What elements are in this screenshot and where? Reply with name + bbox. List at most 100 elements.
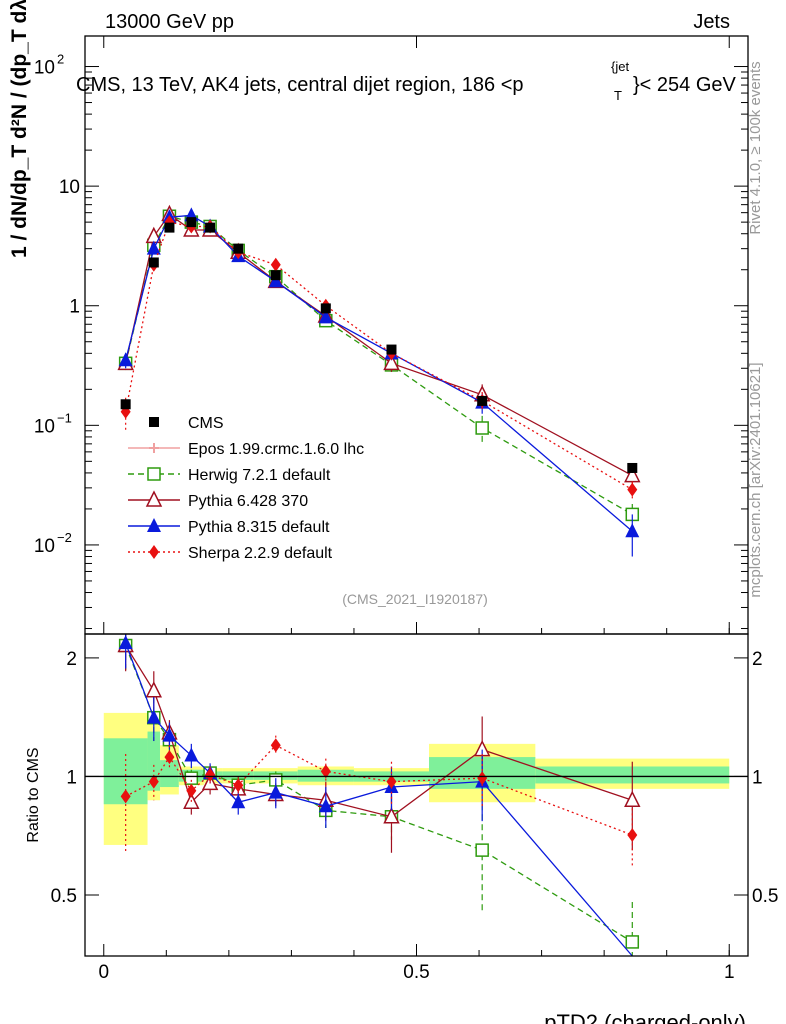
x-axis-label: pTD2 (charged-only) (544, 1010, 746, 1024)
series-ratio-point-1 (184, 771, 199, 785)
x-tick-label-0: 0 (98, 962, 109, 983)
series-ratio-point-4 (477, 771, 488, 786)
y-tick-label-3: 10 (34, 416, 55, 437)
series-line-2 (125, 213, 633, 477)
series-ratio-point-2 (383, 807, 400, 824)
y-axis-label: 1 / dN/dp_T d²N / (dp_T dλ) (8, 0, 31, 258)
series-ratio-point-4 (120, 789, 131, 804)
band-inner-5 (222, 771, 254, 780)
y-tick-exp-0: 2 (57, 52, 64, 67)
chart-title-sup: {jet (611, 59, 629, 74)
legend: CMS Epos 1.99.crmc.1.6.0 lhc Herwig 7.2.1 … (128, 415, 364, 562)
series-point-3 (625, 523, 640, 538)
series-ratio-point-4 (186, 783, 197, 798)
ratio-tick-label-right-2: 2 (752, 649, 763, 670)
y-axis-label-formula: 1 / dN/dp_T d²N / (dp_T dλ) (8, 0, 31, 258)
series-point-3 (268, 273, 283, 288)
series-ratio-point-4 (270, 738, 281, 753)
header-right: Jets (693, 11, 730, 33)
cms-point (477, 395, 488, 406)
series-ratio-point-1 (475, 843, 489, 857)
y-tick-exp-3: −1 (57, 410, 72, 425)
ratio-tick-label-0: 0.5 (51, 886, 77, 907)
chart-title: CMS, 13 TeV, AK4 jets, central dijet reg… (76, 59, 737, 103)
legend-label-3: Pythia 6.428 370 (188, 493, 308, 510)
series-1 (118, 209, 640, 956)
series-group (117, 204, 641, 957)
series-ratio-point-3 (318, 798, 333, 813)
header-left: 13000 GeV pp (105, 11, 234, 33)
cms-point (627, 462, 638, 473)
series-ratio-point-4 (627, 828, 638, 843)
series-point-4 (627, 482, 638, 497)
cms-point (164, 222, 175, 233)
cms-point (320, 303, 331, 314)
series-3 (118, 207, 640, 957)
rivet-version-label: Rivet 4.1.0, ≥ 100k events (747, 61, 764, 234)
legend-label-0: CMS (188, 415, 224, 432)
series-ratio-point-4 (320, 764, 331, 779)
ratio-axis-label: Ratio to CMS (25, 747, 42, 842)
series-ratio-point-3 (268, 784, 283, 799)
chart-title-tail: }< 254 GeV (633, 74, 737, 96)
y-tick-label-4: 10 (34, 536, 55, 557)
cms-point (186, 217, 197, 228)
ratio-tick-label-right-1: 1 (752, 767, 763, 788)
y-tick-label-2: 1 (69, 297, 80, 318)
series-point-1 (475, 421, 489, 435)
series-ratio-point-4 (164, 750, 175, 765)
x-tick-label-1: 0.5 (403, 962, 429, 983)
analysis-id: (CMS_2021_I1920187) (342, 591, 488, 607)
cms-point (233, 243, 244, 254)
legend-marker-4 (147, 518, 161, 532)
y-tick-label-0: 10 (34, 58, 55, 79)
series-ratio-point-4 (233, 778, 244, 793)
y-tick-exp-4: −2 (57, 530, 72, 545)
series-point-2 (383, 353, 400, 371)
cms-point (386, 344, 397, 355)
legend-label-5: Sherpa 2.2.9 default (188, 545, 333, 562)
cms-point (148, 257, 159, 268)
ratio-tick-label-1: 1 (66, 767, 77, 788)
series-ratio-line-1 (125, 645, 633, 943)
series-ratio-point-3 (231, 794, 246, 809)
cms-point (120, 399, 131, 410)
source-label: mcplots.cern.ch [arXiv:2401.10621] (747, 362, 764, 597)
series-point-3 (146, 240, 161, 255)
main-plot-frame (84, 35, 749, 635)
chart-title-sub: T (614, 88, 622, 103)
legend-marker-3 (145, 490, 163, 507)
y-tick-label-1: 10 (59, 177, 80, 198)
cms-point (270, 270, 281, 281)
series-ratio-point-2 (624, 790, 641, 808)
ratio-tick-label-2: 2 (66, 649, 77, 670)
cms-point (205, 222, 216, 233)
series-ratio-point-1 (625, 935, 640, 949)
band-inner-2 (160, 760, 179, 788)
series-ratio-point-2 (145, 681, 163, 698)
ratio-tick-label-right-0: 0.5 (752, 886, 778, 907)
legend-label-2: Herwig 7.2.1 default (188, 467, 331, 484)
series-point-3 (318, 309, 333, 324)
series-point-3 (118, 352, 133, 367)
series-point-4 (270, 257, 281, 272)
series-ratio-point-3 (184, 747, 199, 762)
series-ratio-point-4 (386, 774, 397, 789)
series-ratio-point-3 (118, 635, 133, 650)
series-ratio-point-4 (148, 774, 159, 789)
legend-marker-1 (149, 443, 159, 453)
legend-marker-0 (149, 417, 159, 427)
ratio-plot-frame (84, 633, 749, 957)
series-ratio-point-3 (146, 709, 161, 724)
legend-label-1: Epos 1.99.crmc.1.6.0 lhc (188, 441, 364, 458)
chart-title-main: CMS, 13 TeV, AK4 jets, central dijet reg… (76, 74, 524, 96)
series-ratio-point-3 (162, 727, 177, 742)
legend-label-4: Pythia 8.315 default (188, 519, 330, 536)
series-ratio-point-4 (205, 767, 216, 782)
legend-marker-2 (147, 467, 161, 481)
legend-marker-5 (149, 545, 159, 559)
series-ratio-line-3 (125, 642, 633, 957)
x-tick-label-2: 1 (724, 962, 735, 983)
